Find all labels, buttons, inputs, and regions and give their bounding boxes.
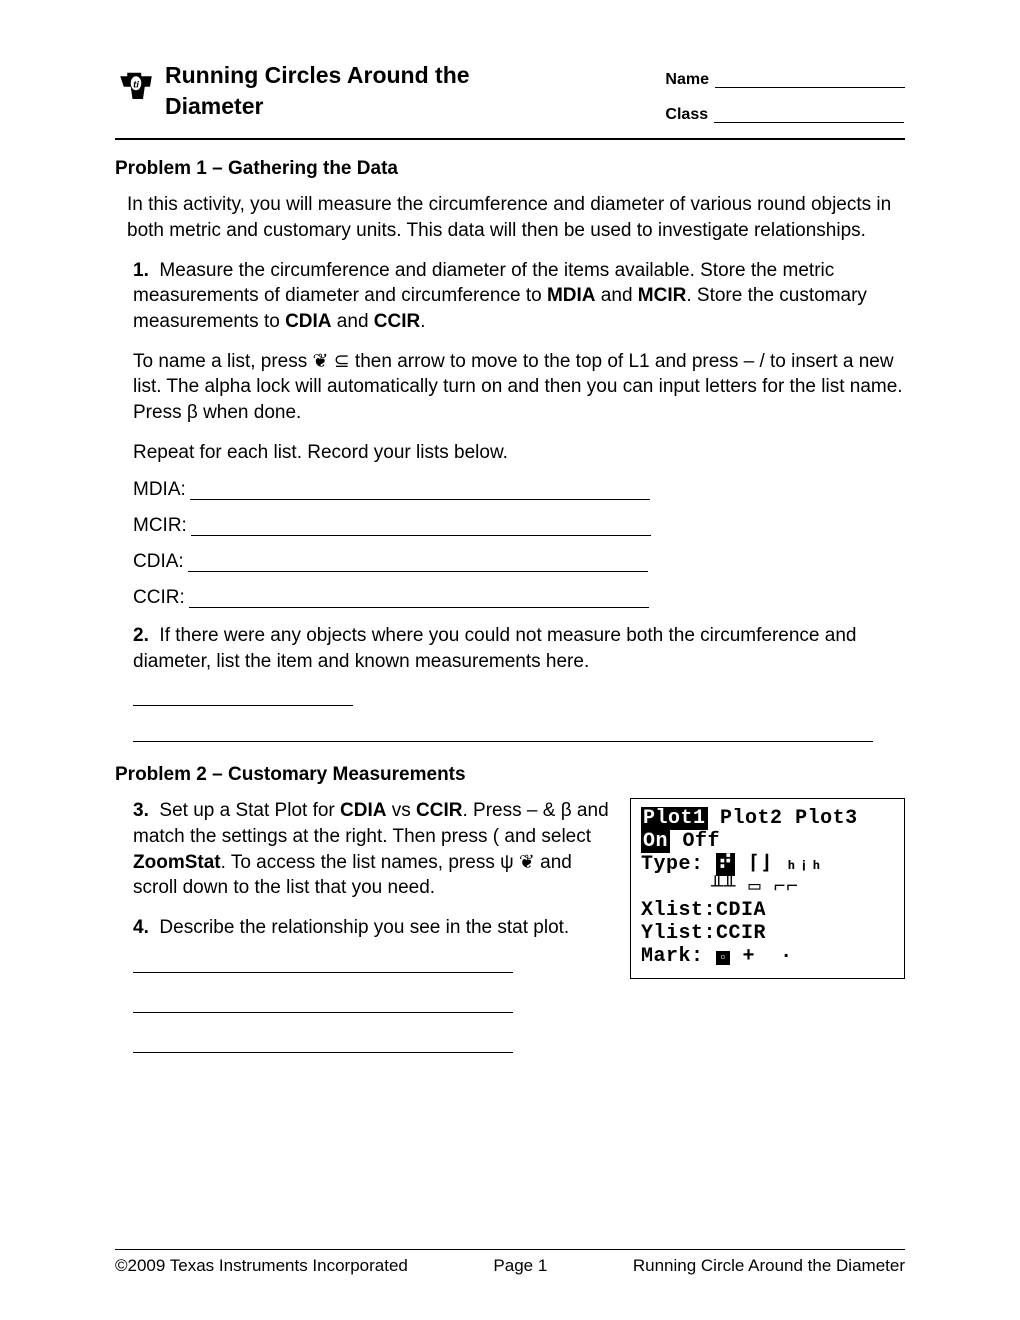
hist-icon: ╨╨ xyxy=(711,876,736,899)
bar-icon: ₕᵢₕ xyxy=(785,853,823,876)
step-3: 3. Set up a Stat Plot for CDIA vs CCIR. … xyxy=(133,798,610,901)
svg-text:ti: ti xyxy=(133,80,139,91)
s3b: vs xyxy=(386,800,416,821)
mark-label: Mark: xyxy=(641,945,704,968)
calc-row-xlist: Xlist:CDIA xyxy=(641,899,894,922)
mcir-blank[interactable] xyxy=(191,535,651,536)
calc-row-mark: Mark: ▫ + · xyxy=(641,945,894,968)
calc-row-onoff: On Off xyxy=(641,830,894,853)
step2-blank-short[interactable] xyxy=(133,688,353,706)
cdia-bold2: CDIA xyxy=(340,800,386,821)
mark-plus-icon: + xyxy=(743,945,756,968)
footer-center: Page 1 xyxy=(493,1256,547,1276)
ccir-row: CCIR: xyxy=(133,587,905,609)
line-icon: ⌈⌋ xyxy=(748,853,773,876)
step1-num: 1. xyxy=(133,260,149,281)
plot1-selected: Plot1 xyxy=(641,807,708,830)
step1-text-b: and xyxy=(596,285,638,306)
s3sym2: β xyxy=(561,800,572,821)
calc-row-type: Type: ⠞ ⌈⌋ ₕᵢₕ xyxy=(641,853,894,876)
step4-blank-1[interactable] xyxy=(133,955,513,973)
step3-num: 3. xyxy=(133,800,149,821)
problem1-intro: In this activity, you will measure the c… xyxy=(127,192,905,243)
ccir-label: CCIR: xyxy=(133,587,185,609)
nl-sym3: β xyxy=(187,402,198,423)
mcir-label: MCIR: xyxy=(133,515,187,537)
off-label: Off xyxy=(683,830,721,853)
step2-blank-full[interactable] xyxy=(133,724,873,742)
ccir-blank[interactable] xyxy=(189,607,649,608)
step4-blank-2[interactable] xyxy=(133,995,513,1013)
nl-b: then arrow to move to the top of L1 and … xyxy=(350,351,744,372)
s3f: and select xyxy=(499,826,591,847)
footer-right: Running Circle Around the Diameter xyxy=(633,1256,905,1276)
cdia-row: CDIA: xyxy=(133,551,905,573)
nl-sym1: ❦ ⊆ xyxy=(313,351,350,372)
step-2: 2. If there were any objects where you c… xyxy=(133,623,905,674)
problem2-twocol: 3. Set up a Stat Plot for CDIA vs CCIR. … xyxy=(115,798,905,1074)
name-blank[interactable] xyxy=(715,87,905,88)
nl-d: when done. xyxy=(198,402,302,423)
box-icon: ▭ xyxy=(749,876,762,899)
s3c: . Press xyxy=(463,800,527,821)
problem1-title: Problem 1 – Gathering the Data xyxy=(115,158,905,180)
cdia-label: CDIA: xyxy=(133,551,184,573)
line2-icon: ⌐⌐ xyxy=(774,876,799,899)
calc-row-ylist: Ylist:CCIR xyxy=(641,922,894,945)
on-selected: On xyxy=(641,830,670,853)
step4-num: 4. xyxy=(133,917,149,938)
type-label: Type: xyxy=(641,853,704,876)
footer-left: ©2009 Texas Instruments Incorporated xyxy=(115,1256,408,1276)
name-class-fields: Name Class xyxy=(665,60,905,132)
step-4: 4. Describe the relationship you see in … xyxy=(133,915,610,941)
step1-text-d: and xyxy=(332,311,374,332)
mark-square-icon: ▫ xyxy=(716,951,730,965)
footer: ©2009 Texas Instruments Incorporated Pag… xyxy=(115,1249,905,1276)
zoomstat-bold: ZoomStat xyxy=(133,852,221,873)
mcir-row: MCIR: xyxy=(133,515,905,537)
repeat-text: Repeat for each list. Record your lists … xyxy=(133,440,905,466)
ti-logo-icon: ti xyxy=(115,64,157,106)
cdia-blank[interactable] xyxy=(188,571,648,572)
step4-blank-3[interactable] xyxy=(133,1035,513,1053)
step2-text: If there were any objects where you coul… xyxy=(133,625,856,672)
s3a: Set up a Stat Plot for xyxy=(159,800,340,821)
step-1: 1. Measure the circumference and diamete… xyxy=(133,258,905,335)
calc-row-type2: ╨╨ ▭ ⌐⌐ xyxy=(641,876,894,899)
calc-row-plots: Plot1 Plot2 Plot3 xyxy=(641,807,894,830)
mdia-blank[interactable] xyxy=(190,499,650,500)
calculator-screenshot: Plot1 Plot2 Plot3 On Off Type: ⠞ ⌈⌋ ₕᵢₕ … xyxy=(630,798,905,979)
plot3-label: Plot3 xyxy=(795,807,858,830)
nl-sym2: – / xyxy=(744,351,765,372)
mdia-row: MDIA: xyxy=(133,479,905,501)
mcir-bold: MCIR xyxy=(638,285,687,306)
plot2-label: Plot2 xyxy=(720,807,783,830)
document-title: Running Circles Around the Diameter xyxy=(165,60,505,122)
mdia-label: MDIA: xyxy=(133,479,186,501)
header: ti Running Circles Around the Diameter N… xyxy=(115,60,905,140)
name-list-instructions: To name a list, press ❦ ⊆ then arrow to … xyxy=(133,349,905,426)
s3g: . To access the list names, press xyxy=(221,852,501,873)
cdia-bold: CDIA xyxy=(285,311,331,332)
mark-dot-icon: · xyxy=(780,945,793,968)
name-label: Name xyxy=(665,71,709,88)
s3sym4: ψ ❦ xyxy=(500,852,535,873)
logo-title-group: ti Running Circles Around the Diameter xyxy=(115,60,665,122)
nl-a: To name a list, press xyxy=(133,351,313,372)
ccir-bold: CCIR xyxy=(374,311,420,332)
mdia-bold: MDIA xyxy=(547,285,596,306)
class-blank[interactable] xyxy=(714,122,904,123)
ccir-bold2: CCIR xyxy=(416,800,462,821)
problem2-title: Problem 2 – Customary Measurements xyxy=(115,764,905,786)
step2-num: 2. xyxy=(133,625,149,646)
class-label: Class xyxy=(665,106,708,123)
scatter-icon: ⠞ xyxy=(716,853,735,876)
step4-text: Describe the relationship you see in the… xyxy=(159,917,569,938)
step1-text-e: . xyxy=(420,311,425,332)
s3sym1: – & xyxy=(527,800,556,821)
